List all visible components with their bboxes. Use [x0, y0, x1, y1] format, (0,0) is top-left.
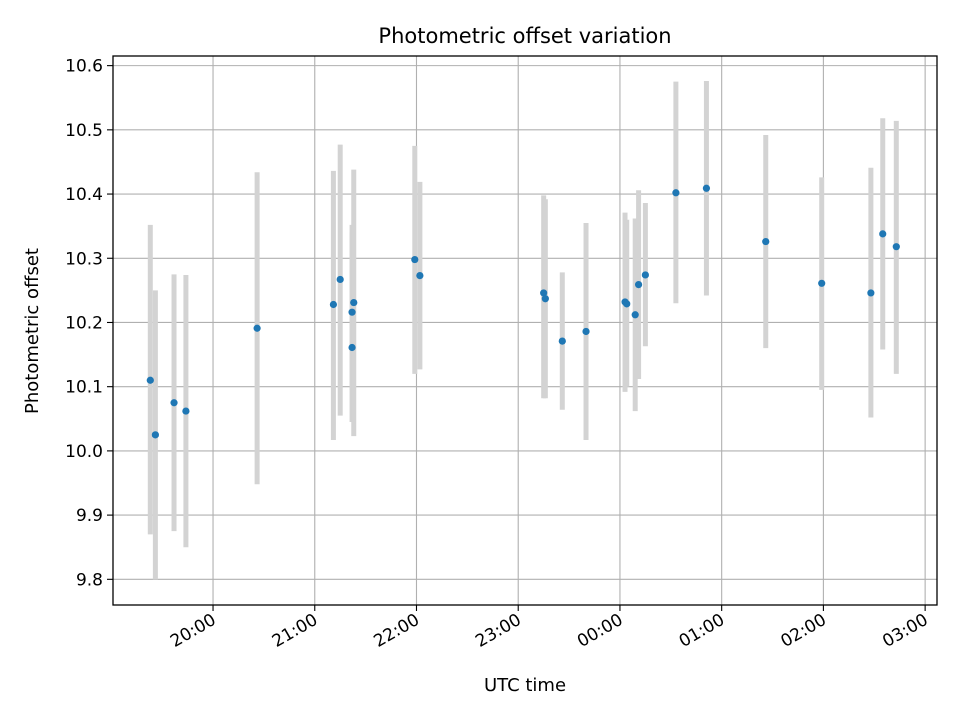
y-tick-label: 10.4 — [65, 185, 103, 205]
data-point — [762, 237, 770, 246]
y-tick-label: 10.2 — [65, 313, 103, 333]
data-point — [350, 298, 358, 307]
data-point — [582, 327, 590, 336]
data-point — [146, 376, 154, 384]
data-point — [540, 289, 548, 297]
y-tick-label: 9.9 — [76, 506, 103, 526]
data-point — [348, 308, 356, 316]
data-point — [623, 300, 631, 308]
data-points — [146, 184, 900, 439]
data-point — [702, 184, 711, 192]
data-point — [170, 399, 178, 407]
data-point — [867, 289, 875, 297]
data-point — [634, 280, 643, 289]
y-tick-label: 10.1 — [65, 378, 103, 398]
data-point — [329, 300, 338, 309]
data-point — [558, 337, 566, 345]
y-tick-label: 10.5 — [65, 121, 103, 141]
data-point — [182, 407, 190, 415]
data-point — [672, 189, 680, 197]
data-point — [416, 272, 424, 280]
data-point — [253, 324, 261, 332]
data-point — [541, 295, 549, 303]
y-tick-label: 10.3 — [65, 249, 103, 269]
plot-frame — [112, 55, 938, 606]
data-point — [892, 243, 900, 251]
data-point — [348, 343, 356, 352]
data-point — [151, 431, 159, 439]
data-point — [818, 279, 826, 287]
data-point — [641, 271, 649, 279]
data-point — [631, 311, 639, 319]
y-axis-ticks: 9.8 9.9 10.0 10.1 10.2 10.3 10.4 10.5 10.6 — [65, 57, 113, 590]
y-tick-label: 10.6 — [65, 57, 103, 77]
x-axis-label: UTC time — [484, 675, 566, 696]
data-point — [879, 230, 887, 238]
chart-title: Photometric offset variation — [378, 24, 671, 48]
y-axis-label: Photometric offset — [22, 248, 43, 414]
y-tick-label: 9.8 — [76, 570, 103, 590]
y-tick-label: 10.0 — [65, 442, 103, 462]
data-point — [336, 275, 344, 284]
data-point — [411, 255, 419, 264]
